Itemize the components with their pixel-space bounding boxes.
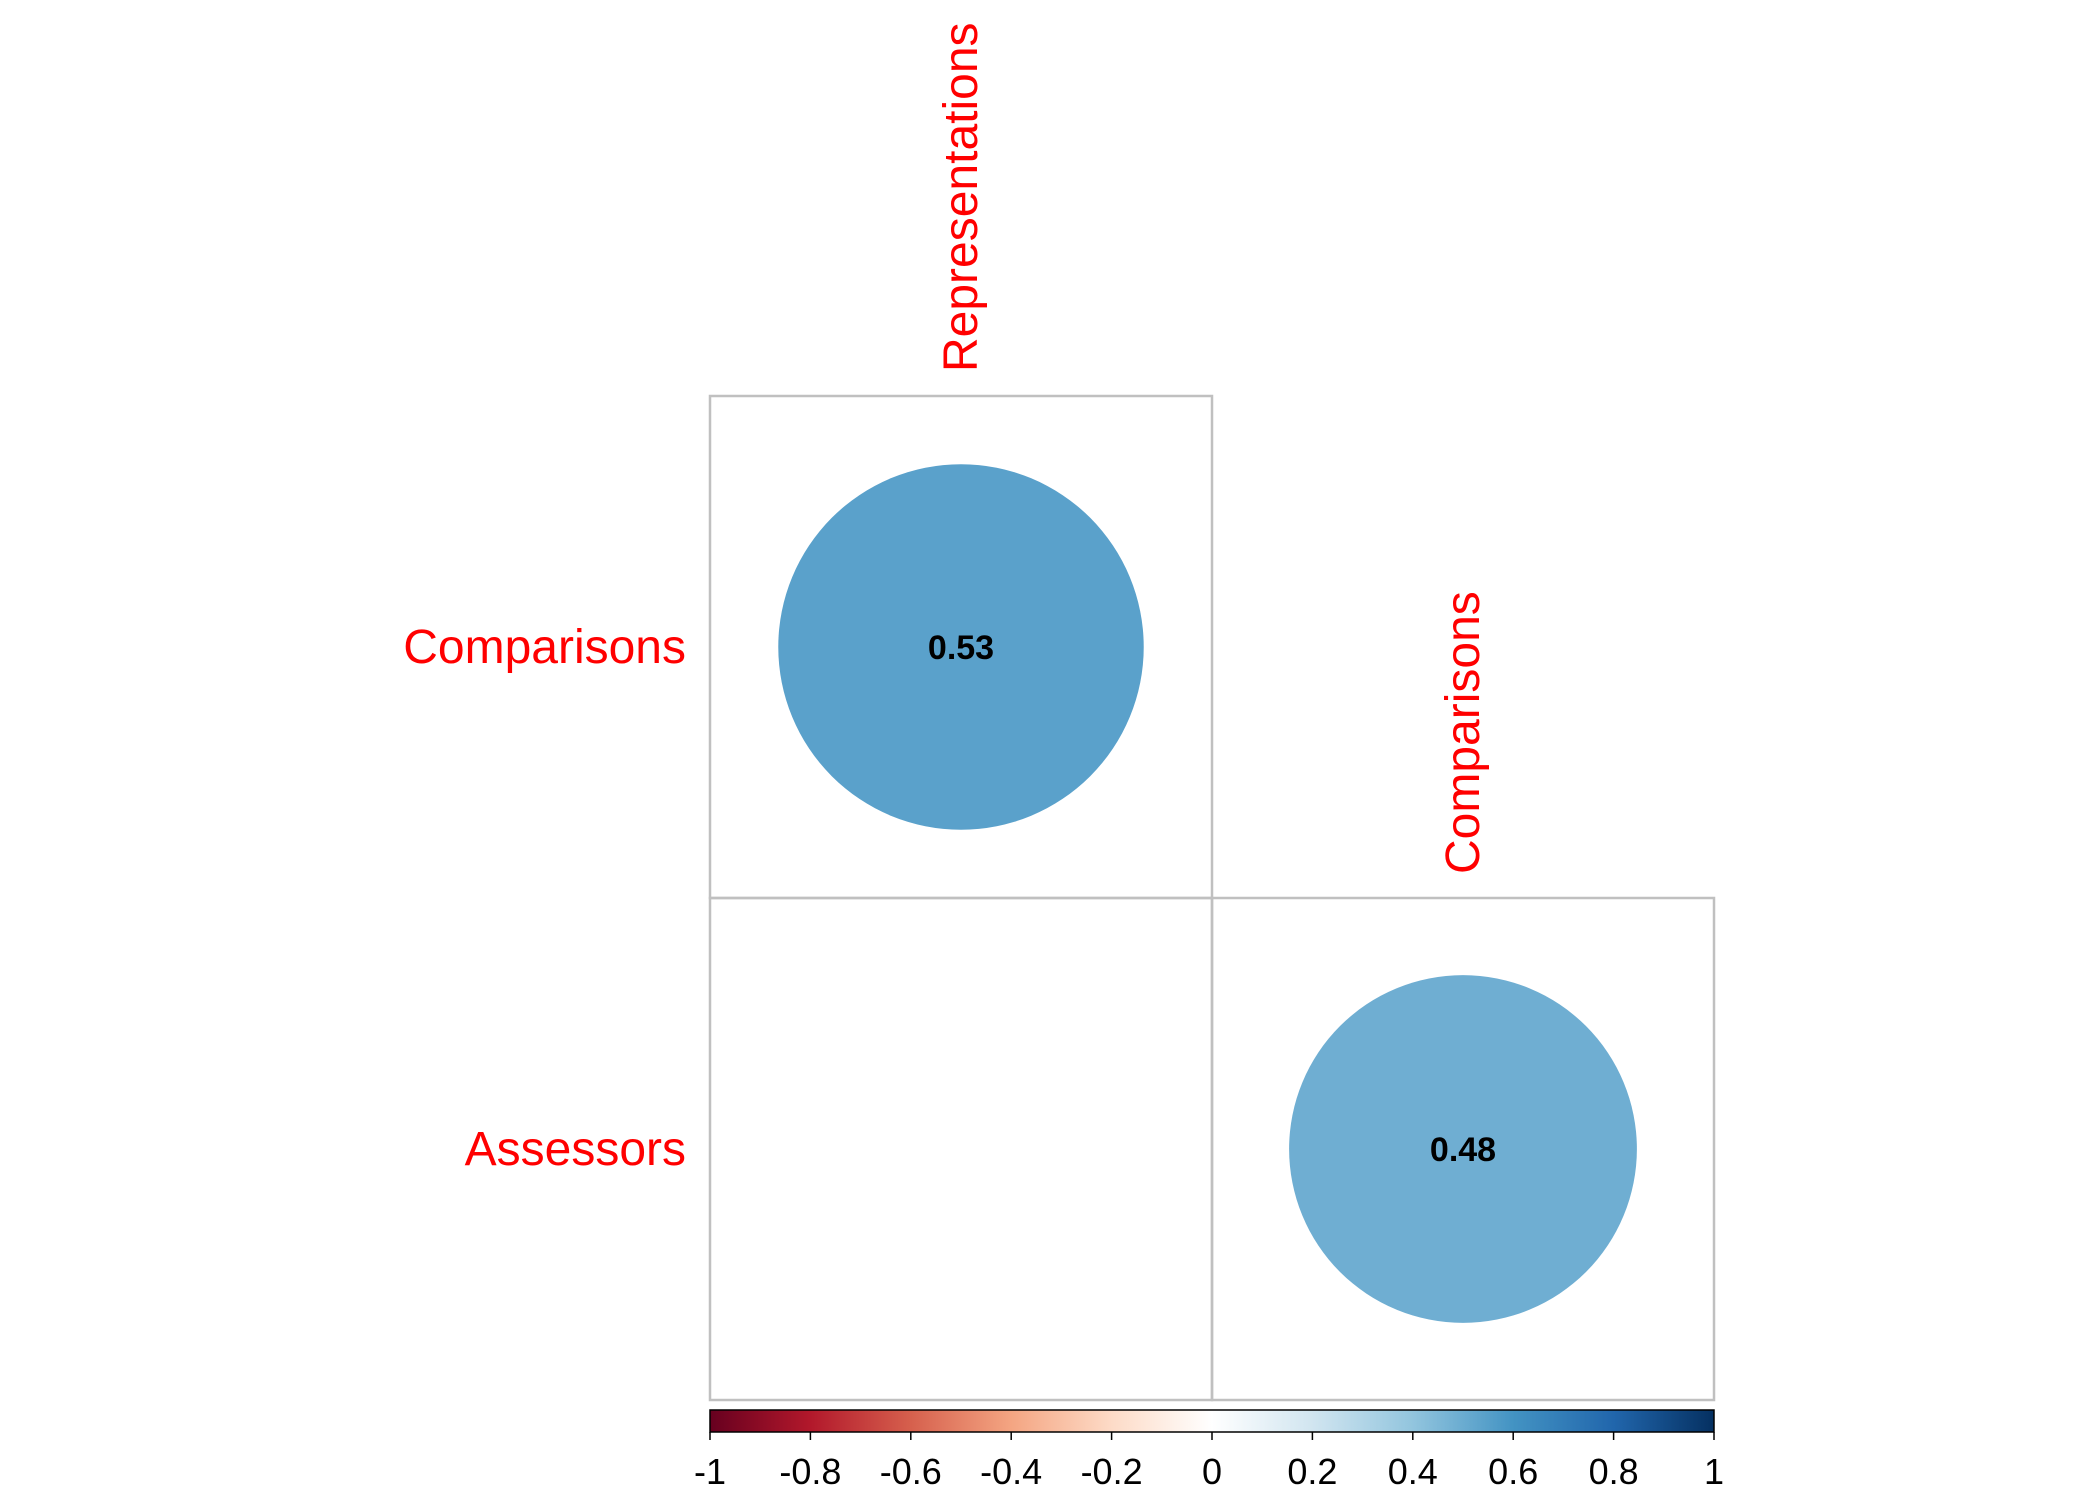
correlation-circle-assessors-comparisons xyxy=(1289,975,1637,1323)
row-label-assessors: Assessors xyxy=(465,1123,686,1176)
cell-assessors-comparisons xyxy=(1210,896,1716,1402)
axis-labels: Comparisons Assessors Representations Compa… xyxy=(403,22,1490,1176)
colorbar-tick-label: -1 xyxy=(694,1451,726,1492)
colorbar-tick-label: -0.4 xyxy=(980,1451,1042,1492)
colorbar-tick-label: -0.6 xyxy=(880,1451,942,1492)
correlation-circle-comparisons-representations xyxy=(778,464,1144,830)
cell-assessors-representations xyxy=(708,896,1214,1402)
column-label-comparisons: Comparisons xyxy=(1437,591,1490,874)
colorbar-gradient xyxy=(709,1409,1715,1433)
row-label-comparisons: Comparisons xyxy=(403,621,686,674)
colorbar-tick-label: 0.6 xyxy=(1488,1451,1538,1492)
column-label-representations: Representations xyxy=(935,22,988,372)
matrix-cells: 0.53 0.48 xyxy=(708,394,1716,1402)
colorbar-tick-label: 1 xyxy=(1704,1451,1724,1492)
value-label-comparisons-representations: 0.53 xyxy=(928,629,994,667)
colorbar-tick-label: 0.8 xyxy=(1589,1451,1639,1492)
colorbar: -1 -0.8 -0.6 -0.4 -0.2 0 0.2 0.4 0.6 0.8 1 xyxy=(694,1409,1724,1492)
colorbar-tick-label: 0.4 xyxy=(1388,1451,1438,1492)
colorbar-tick-label: -0.8 xyxy=(779,1451,841,1492)
colorbar-tick-label: 0.2 xyxy=(1287,1451,1337,1492)
colorbar-tick-label: 0 xyxy=(1202,1451,1222,1492)
colorbar-tick-label: -0.2 xyxy=(1081,1451,1143,1492)
value-label-assessors-comparisons: 0.48 xyxy=(1430,1131,1496,1169)
